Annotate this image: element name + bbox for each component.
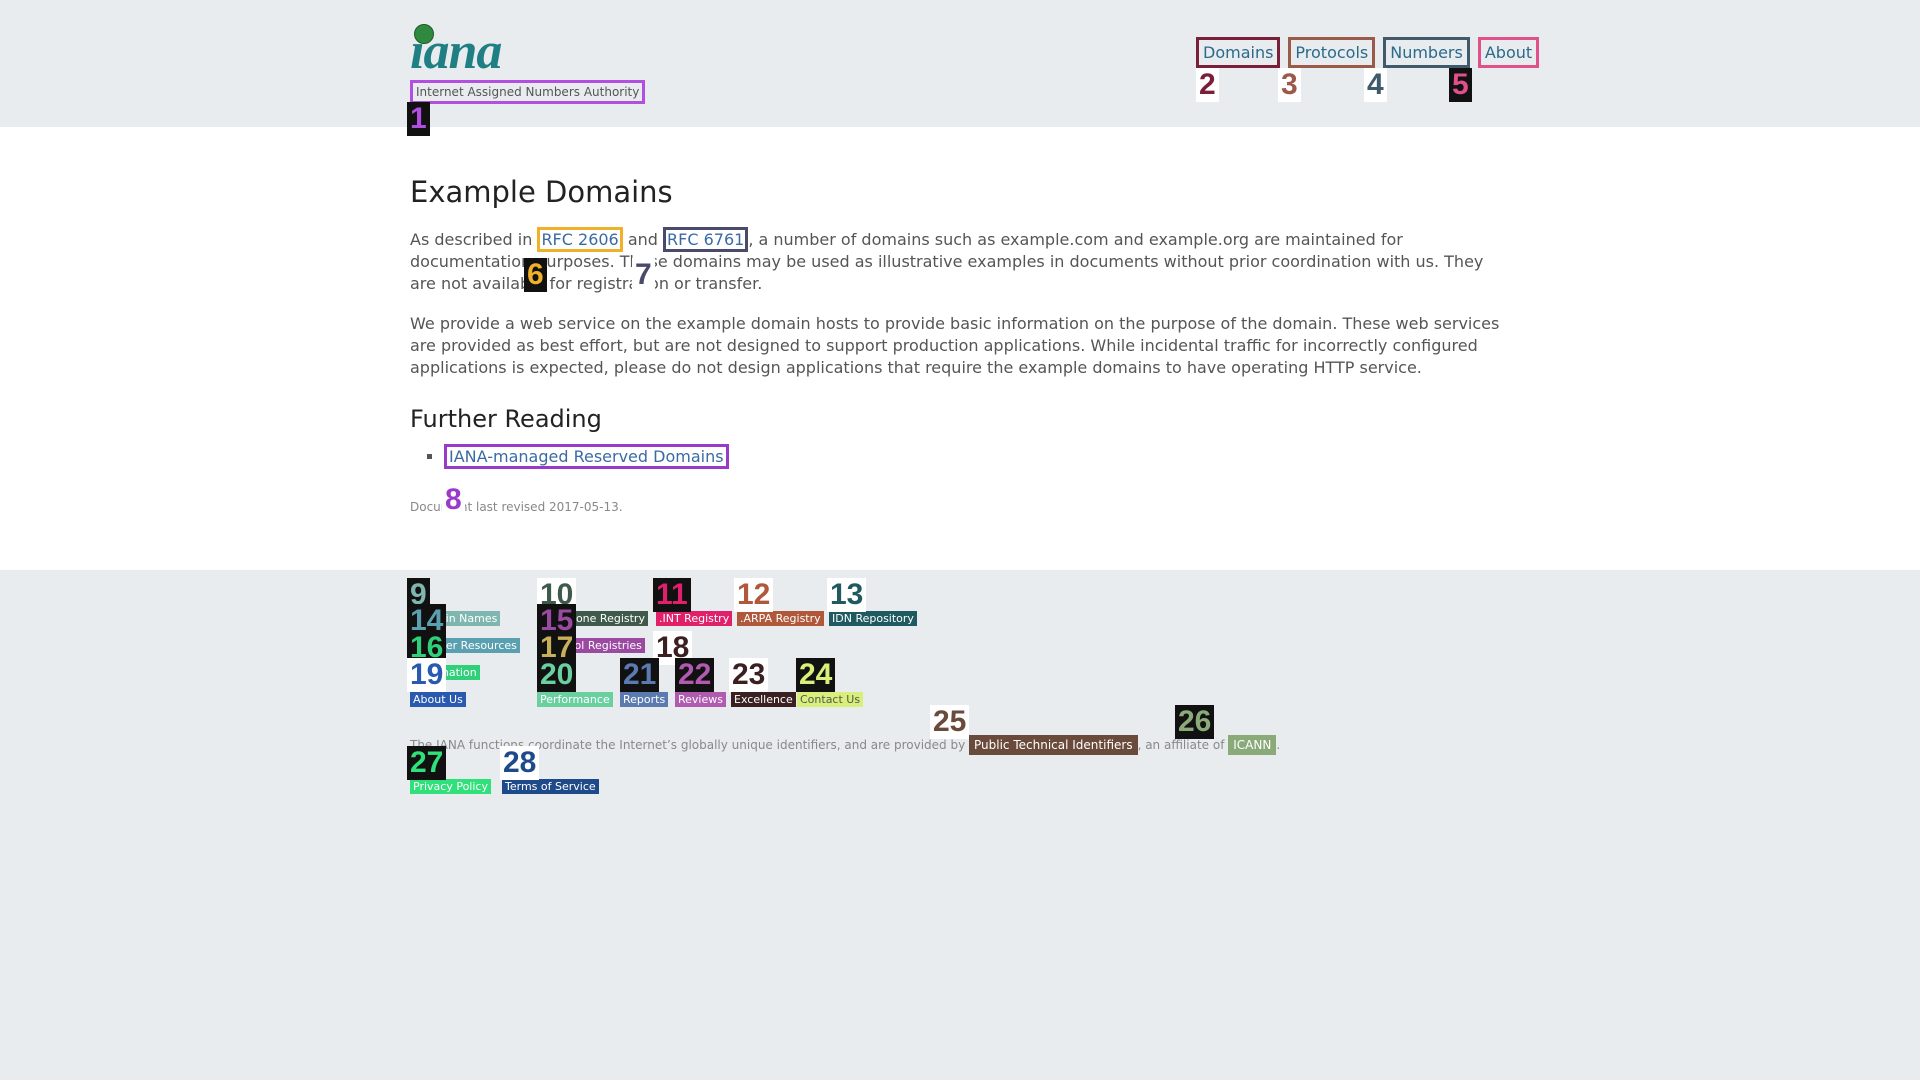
badge-3: 3 [1278,68,1301,102]
nav-about[interactable]: About [1477,37,1540,68]
footer-link-reviews[interactable]: Reviews [675,692,726,707]
badge-23: 23 [729,658,769,692]
rfc-2606-link[interactable]: RFC 2606 [537,227,623,252]
badge-6: 6 [524,258,547,292]
globe-icon [414,24,434,44]
badge-27: 27 [407,746,447,780]
intro-paragraph: As described in RFC 2606 and RFC 6761, a… [410,227,1500,295]
badge-5: 5 [1449,68,1472,102]
nav-numbers[interactable]: Numbers [1383,37,1470,68]
terms-of-service-link[interactable]: Terms of Service [502,779,599,794]
p1-before: As described in [410,230,538,249]
icann-link[interactable]: ICANN [1228,735,1277,755]
badge-28: 28 [500,746,540,780]
footer-link-excellence[interactable]: Excellence [731,692,796,707]
page-title: Example Domains [410,175,673,209]
footer-link-int-registry[interactable]: .INT Registry [656,611,733,626]
badge-11: 11 [653,578,691,612]
copy-end: . [1276,738,1281,752]
site-footer [0,570,1920,1080]
pti-link[interactable]: Public Technical Identifiers [969,735,1138,755]
service-paragraph: We provide a web service on the example … [410,314,1500,377]
footer-link-performance[interactable]: Performance [537,692,613,707]
badge-19: 19 [407,658,447,692]
badge-21: 21 [620,658,660,692]
rfc-6761-link[interactable]: RFC 6761 [663,227,749,252]
nav-domains[interactable]: Domains [1196,37,1281,68]
copy-before: The IANA functions coordinate the Intern… [410,738,970,752]
logo-subtitle-link[interactable]: Internet Assigned Numbers Authority [410,80,646,104]
footer-link-idn-repository[interactable]: IDN Repository [829,611,917,626]
iana-logo[interactable]: iana [410,24,502,78]
badge-9: 9 [407,578,430,612]
copy-mid: , an affiliate of [1137,738,1229,752]
badge-12: 12 [734,578,774,612]
footer-link-contact-us[interactable]: Contact Us [797,692,864,707]
badge-8: 8 [442,483,465,517]
badge-1: 1 [407,102,430,136]
badge-20: 20 [537,658,577,692]
privacy-policy-link[interactable]: Privacy Policy [410,779,491,794]
further-reading-list: IANA-managed Reserved Domains [410,444,1500,469]
badge-2: 2 [1196,68,1219,102]
p1-mid: and [622,230,664,249]
reserved-domains-link[interactable]: IANA-managed Reserved Domains [444,444,729,469]
footer-copyright: The IANA functions coordinate the Intern… [410,735,1281,755]
further-reading-heading: Further Reading [410,405,602,433]
revision-note: Document last revised 2017-05-13. [410,500,623,514]
badge-24: 24 [796,658,836,692]
p1-after: , a number of domains such as example.co… [410,230,1484,293]
list-item: IANA-managed Reserved Domains [444,444,1500,469]
footer-link-about-us[interactable]: About Us [410,692,466,707]
badge-13: 13 [827,578,867,612]
site-header: iana Internet Assigned Numbers Authority… [0,0,1920,127]
badge-4: 4 [1364,68,1387,102]
main-content: Example Domains As described in RFC 2606… [410,175,1500,514]
badge-25: 25 [930,705,970,739]
footer-link-reports[interactable]: Reports [620,692,669,707]
badge-26: 26 [1175,705,1215,739]
badge-7: 7 [632,258,655,292]
footer-link-arpa-registry[interactable]: .ARPA Registry [737,611,824,626]
nav-protocols[interactable]: Protocols [1288,37,1376,68]
badge-22: 22 [675,658,715,692]
top-nav: Domains Protocols Numbers About [1196,37,1540,68]
